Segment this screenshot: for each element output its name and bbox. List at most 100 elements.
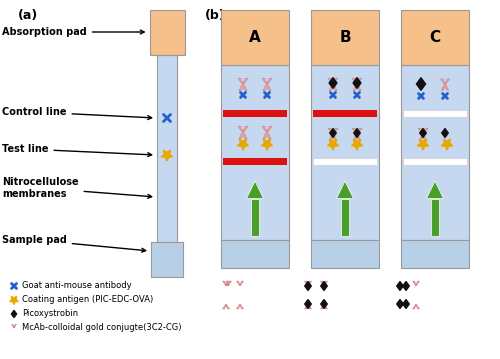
Polygon shape bbox=[222, 281, 230, 286]
Polygon shape bbox=[354, 129, 360, 137]
Polygon shape bbox=[352, 139, 362, 150]
Polygon shape bbox=[262, 139, 272, 150]
Polygon shape bbox=[246, 181, 264, 199]
Text: A: A bbox=[249, 30, 261, 45]
Polygon shape bbox=[353, 85, 361, 91]
Polygon shape bbox=[353, 78, 361, 88]
Polygon shape bbox=[262, 126, 266, 132]
Polygon shape bbox=[358, 128, 362, 135]
Polygon shape bbox=[403, 281, 409, 290]
Polygon shape bbox=[238, 126, 242, 132]
Polygon shape bbox=[334, 78, 338, 85]
Polygon shape bbox=[397, 299, 403, 308]
Polygon shape bbox=[263, 85, 271, 91]
Polygon shape bbox=[239, 85, 247, 91]
Polygon shape bbox=[244, 126, 248, 132]
Polygon shape bbox=[328, 78, 332, 85]
Polygon shape bbox=[442, 139, 452, 150]
Bar bbox=[311, 240, 379, 268]
Polygon shape bbox=[412, 281, 420, 286]
Polygon shape bbox=[418, 139, 428, 150]
Bar bbox=[311, 10, 379, 65]
Bar bbox=[223, 109, 287, 117]
Polygon shape bbox=[328, 128, 332, 135]
Polygon shape bbox=[442, 129, 448, 137]
Bar bbox=[342, 199, 348, 236]
Bar bbox=[221, 10, 289, 65]
Text: Nitrocellulose
membranes: Nitrocellulose membranes bbox=[2, 177, 152, 199]
Bar bbox=[401, 10, 469, 65]
Polygon shape bbox=[418, 128, 422, 135]
Text: C: C bbox=[430, 30, 440, 45]
Polygon shape bbox=[244, 78, 248, 85]
Polygon shape bbox=[263, 134, 271, 139]
Text: Absorption pad: Absorption pad bbox=[2, 27, 144, 37]
Polygon shape bbox=[420, 129, 426, 137]
Polygon shape bbox=[304, 304, 312, 309]
Polygon shape bbox=[320, 281, 328, 286]
Bar bbox=[221, 240, 289, 268]
Polygon shape bbox=[321, 299, 327, 308]
Bar bbox=[403, 109, 467, 117]
Polygon shape bbox=[403, 299, 409, 308]
Polygon shape bbox=[419, 135, 427, 141]
Polygon shape bbox=[12, 325, 16, 328]
Text: Test line: Test line bbox=[2, 144, 152, 157]
Text: Sample pad: Sample pad bbox=[2, 235, 146, 252]
Polygon shape bbox=[358, 78, 362, 85]
Polygon shape bbox=[239, 134, 247, 139]
Polygon shape bbox=[305, 299, 311, 308]
Polygon shape bbox=[426, 181, 444, 199]
Polygon shape bbox=[226, 281, 232, 286]
Text: Picoxystrobin: Picoxystrobin bbox=[22, 309, 78, 318]
Polygon shape bbox=[222, 304, 230, 309]
Polygon shape bbox=[353, 135, 361, 141]
Polygon shape bbox=[446, 79, 450, 85]
Bar bbox=[401, 240, 469, 268]
Bar bbox=[150, 10, 184, 55]
Polygon shape bbox=[416, 78, 426, 90]
Bar bbox=[151, 242, 183, 277]
Bar bbox=[223, 158, 287, 164]
Polygon shape bbox=[238, 139, 248, 150]
Polygon shape bbox=[10, 297, 18, 304]
Bar bbox=[221, 65, 289, 240]
Bar bbox=[432, 199, 438, 236]
Polygon shape bbox=[236, 281, 244, 286]
Polygon shape bbox=[236, 304, 244, 309]
Text: Coating antigen (PIC-EDC-OVA): Coating antigen (PIC-EDC-OVA) bbox=[22, 295, 153, 304]
Polygon shape bbox=[329, 78, 337, 88]
Polygon shape bbox=[352, 128, 356, 135]
Polygon shape bbox=[321, 281, 327, 290]
Text: McAb-colloidal gold conjugte(3C2-CG): McAb-colloidal gold conjugte(3C2-CG) bbox=[22, 323, 182, 332]
Polygon shape bbox=[329, 85, 337, 91]
Polygon shape bbox=[442, 85, 448, 90]
Polygon shape bbox=[336, 181, 353, 199]
Polygon shape bbox=[268, 126, 272, 132]
Polygon shape bbox=[328, 139, 338, 150]
Text: Control line: Control line bbox=[2, 107, 152, 120]
Bar bbox=[313, 158, 377, 164]
Text: (b): (b) bbox=[205, 9, 226, 22]
Polygon shape bbox=[440, 79, 444, 85]
Polygon shape bbox=[352, 78, 356, 85]
Polygon shape bbox=[304, 281, 312, 286]
Text: (a): (a) bbox=[18, 9, 38, 22]
Bar bbox=[157, 55, 177, 242]
Polygon shape bbox=[329, 135, 337, 141]
Polygon shape bbox=[334, 128, 338, 135]
Polygon shape bbox=[268, 78, 272, 85]
Bar bbox=[252, 199, 258, 236]
Polygon shape bbox=[305, 281, 311, 290]
Text: B: B bbox=[339, 30, 351, 45]
Bar bbox=[311, 65, 379, 240]
Polygon shape bbox=[424, 128, 428, 135]
Polygon shape bbox=[238, 78, 242, 85]
Text: Goat anti-mouse antibody: Goat anti-mouse antibody bbox=[22, 281, 132, 290]
Polygon shape bbox=[397, 281, 403, 290]
Polygon shape bbox=[412, 304, 420, 309]
Bar bbox=[313, 109, 377, 117]
Polygon shape bbox=[262, 78, 266, 85]
Polygon shape bbox=[12, 311, 16, 318]
Bar bbox=[401, 65, 469, 240]
